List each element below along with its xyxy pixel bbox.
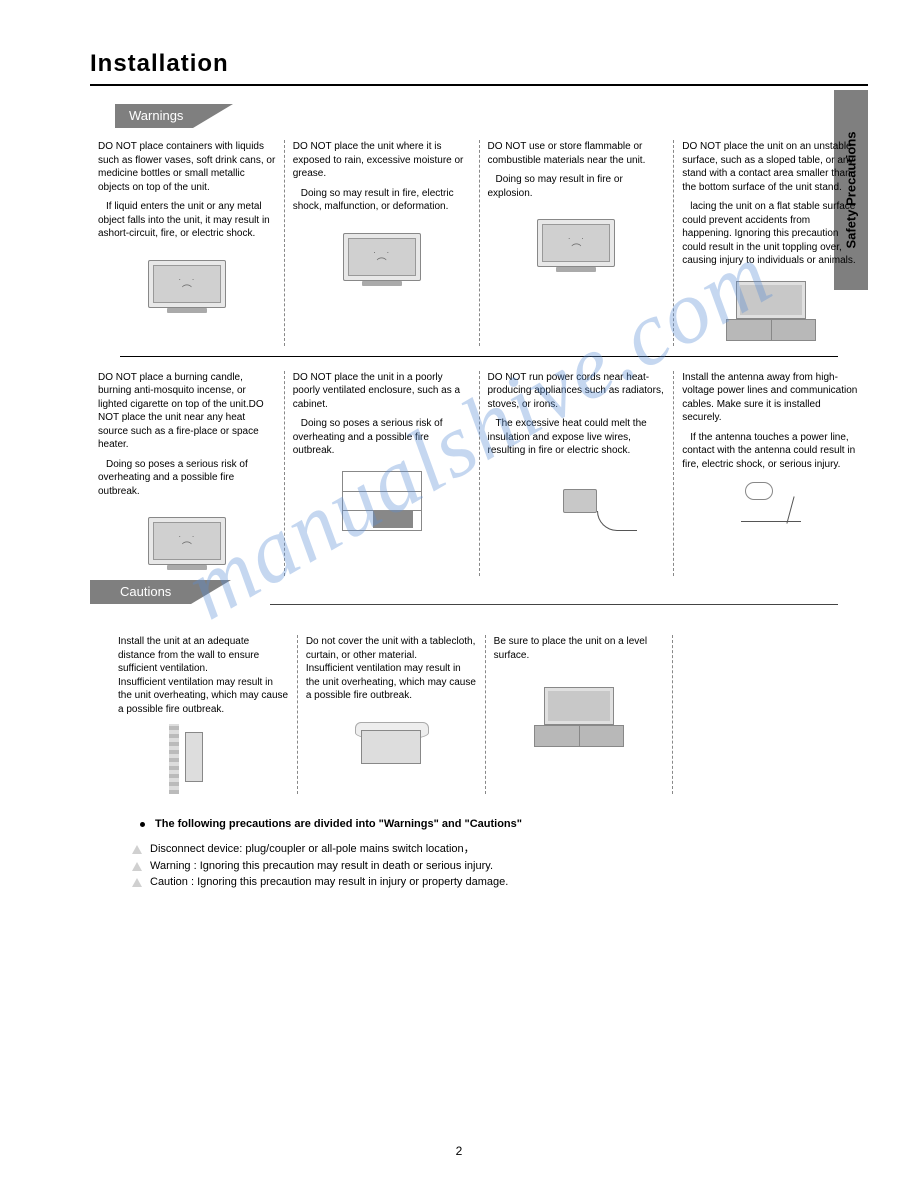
illustration xyxy=(118,724,289,794)
cautions-row: Install the unit at an adequate distance… xyxy=(90,635,674,794)
caution-cell: Be sure to place the unit on a level sur… xyxy=(485,635,674,794)
footer-line: Warning : Ignoring this precaution may r… xyxy=(132,860,868,872)
footer-text: Caution : Ignoring this precaution may r… xyxy=(150,876,508,888)
warning-cell: DO NOT place the unit on an unstable sur… xyxy=(673,140,868,346)
warnings-label: Warnings xyxy=(115,104,193,128)
illustration xyxy=(494,682,665,752)
page-title: Installation xyxy=(90,50,868,78)
warning-cell: DO NOT place the unit where it is expose… xyxy=(284,140,479,346)
caution-text: Be sure to place the unit on a level sur… xyxy=(494,635,665,662)
warnings-row-1: DO NOT place containers with liquids suc… xyxy=(90,140,868,346)
warnings-row-2: DO NOT place a burning candle, burning a… xyxy=(90,371,868,577)
warning-text: DO NOT place the unit on an unstable sur… xyxy=(682,140,860,194)
caution-text: Do not cover the unit with a tablecloth,… xyxy=(306,635,477,662)
triangle-icon xyxy=(132,845,142,854)
illustration: ˙︵˙ xyxy=(293,222,471,292)
manual-page: Installation Safety Precautions Warnings… xyxy=(0,0,918,1188)
caution-text: Install the unit at an adequate distance… xyxy=(118,635,289,676)
caution-cell: Do not cover the unit with a tablecloth,… xyxy=(297,635,485,794)
footer-text: Warning : Ignoring this precaution may r… xyxy=(150,860,493,872)
warning-text: DO NOT place a burning candle, burning a… xyxy=(98,371,276,452)
warning-text: DO NOT place containers with liquids suc… xyxy=(98,140,276,194)
caution-text: Insufficient ventilation may result in t… xyxy=(118,676,289,717)
section-divider xyxy=(120,356,838,357)
cautions-rule xyxy=(270,604,838,605)
warning-cell: DO NOT run power cords near heat-produci… xyxy=(479,371,674,577)
cautions-label: Cautions xyxy=(90,580,191,604)
warning-text: Doing so may result in fire, electric sh… xyxy=(293,187,471,214)
illustration xyxy=(488,466,666,536)
cautions-banner: Cautions xyxy=(90,580,868,604)
footer-line: Caution : Ignoring this precaution may r… xyxy=(132,876,868,888)
title-rule xyxy=(90,84,868,86)
caution-cell: Install the unit at an adequate distance… xyxy=(110,635,297,794)
illustration xyxy=(306,711,477,781)
warning-text: Doing so poses a serious risk of overhea… xyxy=(98,458,276,499)
warning-text: lacing the unit on a flat stable surface… xyxy=(682,200,860,268)
illustration xyxy=(682,479,860,549)
warning-text: DO NOT place the unit in a poorly poorly… xyxy=(293,371,471,412)
warning-text: DO NOT place the unit where it is expose… xyxy=(293,140,471,181)
warning-cell: DO NOT place the unit in a poorly poorly… xyxy=(284,371,479,577)
page-number: 2 xyxy=(0,1144,918,1158)
footer-heading-text: The following precautions are divided in… xyxy=(155,818,522,830)
caution-text: Insufficient ventilation may result in t… xyxy=(306,662,477,703)
warning-cell: DO NOT place a burning candle, burning a… xyxy=(90,371,284,577)
bullet-icon xyxy=(140,822,145,827)
illustration xyxy=(682,276,860,346)
warning-cell: Install the antenna away from high-volta… xyxy=(673,371,868,577)
warnings-banner: Warnings xyxy=(115,104,868,128)
warning-text: DO NOT use or store flammable or combust… xyxy=(488,140,666,167)
warning-cell: DO NOT use or store flammable or combust… xyxy=(479,140,674,346)
footer-text: Disconnect device: plug/coupler or all-p… xyxy=(150,843,475,855)
warning-text: DO NOT run power cords near heat-produci… xyxy=(488,371,666,412)
warning-text: If the antenna touches a power line, con… xyxy=(682,431,860,472)
warning-cell: DO NOT place containers with liquids suc… xyxy=(90,140,284,346)
footer-line: Disconnect device: plug/coupler or all-p… xyxy=(132,840,868,856)
triangle-icon xyxy=(132,862,142,871)
warning-text: Doing so poses a serious risk of overhea… xyxy=(293,417,471,458)
illustration xyxy=(293,466,471,536)
footer-heading: The following precautions are divided in… xyxy=(140,818,868,830)
warning-text: If liquid enters the unit or any metal o… xyxy=(98,200,276,241)
triangle-icon xyxy=(132,878,142,887)
warning-text: The excessive heat could melt the insula… xyxy=(488,417,666,458)
warning-text: Install the antenna away from high-volta… xyxy=(682,371,860,425)
warning-text: Doing so may result in fire or explosion… xyxy=(488,173,666,200)
illustration: ˙︵˙ xyxy=(488,208,666,278)
illustration: ˙︵˙ xyxy=(98,249,276,319)
illustration: ˙︵˙ xyxy=(98,506,276,576)
